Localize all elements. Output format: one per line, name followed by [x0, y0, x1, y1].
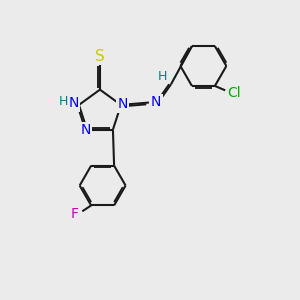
- Text: S: S: [95, 49, 105, 64]
- Text: Cl: Cl: [227, 86, 241, 100]
- Text: N: N: [80, 123, 91, 137]
- Text: H: H: [158, 70, 167, 83]
- Text: N: N: [151, 95, 161, 109]
- Text: F: F: [71, 207, 79, 221]
- Text: H: H: [59, 94, 68, 108]
- Text: N: N: [68, 96, 79, 110]
- Text: N: N: [117, 97, 128, 111]
